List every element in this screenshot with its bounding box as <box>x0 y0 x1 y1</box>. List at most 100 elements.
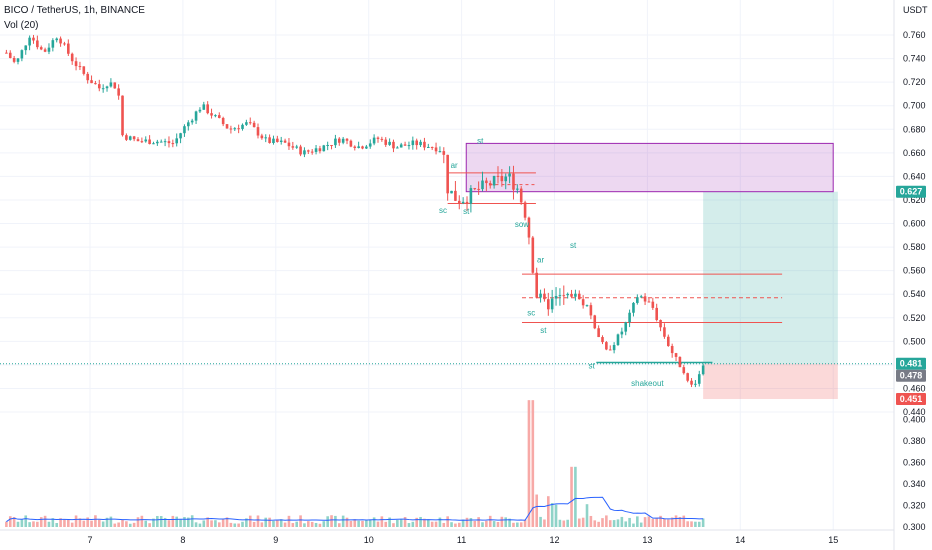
volume-bar <box>5 521 8 527</box>
axis-unit: USDT <box>903 5 928 15</box>
volume-bar <box>477 517 480 527</box>
volume-bar <box>202 520 206 527</box>
volume-bar <box>8 516 12 527</box>
volume-bar <box>496 521 500 527</box>
price-tick-label: 0.580 <box>903 242 926 252</box>
volume-bar <box>121 519 124 527</box>
volume-bar <box>612 520 616 527</box>
candle-body <box>214 115 217 117</box>
volume-bar <box>39 517 43 527</box>
volume-bar <box>194 522 198 527</box>
candle-body <box>8 52 12 58</box>
volume-bar <box>256 515 260 527</box>
candle-body <box>632 302 635 313</box>
candle-body <box>283 140 287 143</box>
wyckoff-annotation: sc <box>439 206 447 215</box>
volume-bar <box>434 521 438 527</box>
candle-body <box>187 122 190 127</box>
candle-body <box>190 120 194 123</box>
volume-bar <box>365 520 368 527</box>
volume-bar <box>450 522 453 527</box>
candle-body <box>446 154 449 194</box>
candle-body <box>411 140 415 146</box>
candle-body <box>473 188 477 190</box>
candle-body <box>620 331 624 335</box>
candle-body <box>477 188 480 190</box>
volume-bar <box>159 516 163 527</box>
volume-bar <box>446 516 449 527</box>
volume-bar <box>647 516 651 527</box>
candle-body <box>318 148 322 152</box>
volume-bar <box>469 518 473 527</box>
candle-body <box>461 201 465 204</box>
candle-body <box>90 80 93 84</box>
candle-body <box>260 135 264 139</box>
candle-body <box>465 201 469 204</box>
volume-bar <box>326 516 329 527</box>
volume-bar <box>481 522 484 527</box>
volume-tick-label: 0.340 <box>903 479 926 489</box>
candle-body <box>206 104 209 114</box>
candle-body <box>694 383 697 385</box>
time-tick-label: 10 <box>364 535 374 545</box>
volume-bar <box>74 515 78 527</box>
price-tick-label: 0.660 <box>903 148 926 158</box>
volume-bar <box>20 519 24 527</box>
candle-body <box>67 43 70 54</box>
volume-bar <box>539 516 542 527</box>
candle-body <box>628 312 631 323</box>
volume-bar <box>454 523 457 527</box>
volume-bar <box>690 521 693 527</box>
wyckoff-annotation: st <box>540 326 547 335</box>
price-tick-label: 0.620 <box>903 195 926 205</box>
volume-tick-label: 0.380 <box>903 436 926 446</box>
wyckoff-annotation: st <box>463 207 470 216</box>
price-tick-label: 0.440 <box>903 407 926 417</box>
candle-body <box>357 146 360 148</box>
volume-bar <box>125 521 128 527</box>
candle-body <box>326 144 329 146</box>
candle-body <box>51 40 55 48</box>
candle-body <box>481 180 484 190</box>
volume-bar <box>508 518 511 527</box>
time-tick-label: 13 <box>642 535 652 545</box>
price-axis: USDT 0.760 0.740 0.720 0.700 0.680 0.660 0.640 0… <box>896 5 928 532</box>
candle-body <box>353 146 357 148</box>
candle-body <box>248 122 252 124</box>
candle-body <box>82 66 86 74</box>
candle-body <box>434 147 438 152</box>
candle-body <box>450 190 453 194</box>
candle-body <box>171 143 175 145</box>
volume-bar <box>500 516 504 527</box>
candle-body <box>303 150 306 155</box>
candle-body <box>279 140 283 143</box>
volume-bar <box>388 517 391 527</box>
volume-bars <box>5 400 705 527</box>
candle-body <box>299 146 302 155</box>
volume-bar <box>403 517 407 527</box>
volume-bar <box>128 523 132 527</box>
volume-bar <box>566 519 569 527</box>
candle-body <box>310 151 314 153</box>
supply-box <box>465 142 834 193</box>
volume-bar <box>473 520 477 527</box>
volume-bar <box>527 400 531 527</box>
candle-body <box>24 45 28 51</box>
volume-bar <box>171 515 175 527</box>
volume-bar <box>334 515 337 527</box>
volume-bar <box>117 522 120 527</box>
volume-bar <box>616 519 620 527</box>
volume-bar <box>392 523 395 527</box>
volume-bar <box>299 515 302 527</box>
candle-body <box>217 115 221 118</box>
candle-body <box>291 146 295 148</box>
volume-bar <box>310 521 314 527</box>
volume-bar <box>318 523 322 527</box>
time-tick-label: 14 <box>735 535 745 545</box>
candle-body <box>415 140 418 146</box>
candle-body <box>74 61 78 67</box>
candle-body <box>237 128 240 130</box>
candle-body <box>105 86 109 89</box>
